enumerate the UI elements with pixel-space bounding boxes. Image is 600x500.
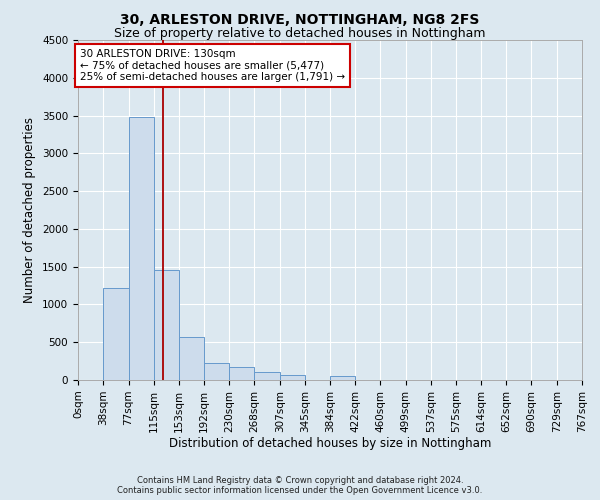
Text: 30 ARLESTON DRIVE: 130sqm
← 75% of detached houses are smaller (5,477)
25% of se: 30 ARLESTON DRIVE: 130sqm ← 75% of detac… (80, 49, 345, 82)
Bar (280, 375, 305, 380)
Bar (154, 270, 179, 380)
Bar (204, 362, 229, 380)
Bar (229, 367, 254, 380)
Bar (179, 337, 204, 380)
Bar (254, 372, 280, 380)
Bar (103, 288, 128, 380)
Y-axis label: Number of detached properties: Number of detached properties (23, 117, 37, 303)
Text: Size of property relative to detached houses in Nottingham: Size of property relative to detached ho… (114, 28, 486, 40)
Bar (331, 376, 355, 380)
Text: Contains HM Land Registry data © Crown copyright and database right 2024.
Contai: Contains HM Land Registry data © Crown c… (118, 476, 482, 495)
Bar (128, 117, 154, 380)
Text: 30, ARLESTON DRIVE, NOTTINGHAM, NG8 2FS: 30, ARLESTON DRIVE, NOTTINGHAM, NG8 2FS (121, 12, 479, 26)
X-axis label: Distribution of detached houses by size in Nottingham: Distribution of detached houses by size … (169, 438, 491, 450)
